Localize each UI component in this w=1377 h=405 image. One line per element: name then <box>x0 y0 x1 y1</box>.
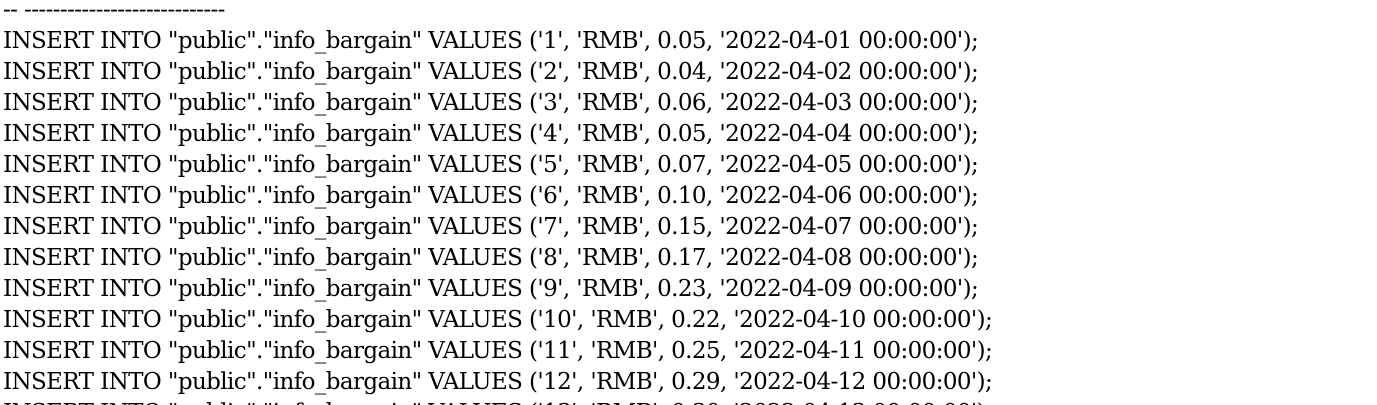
code-line: INSERT INTO "public"."info_bargain" VALU… <box>3 398 993 405</box>
code-line: INSERT INTO "public"."info_bargain" VALU… <box>3 338 993 364</box>
code-line: INSERT INTO "public"."info_bargain" VALU… <box>3 152 979 178</box>
code-line: INSERT INTO "public"."info_bargain" VALU… <box>3 245 979 271</box>
code-block: -- ---------------------------- INSERT IN… <box>3 0 993 405</box>
code-line: INSERT INTO "public"."info_bargain" VALU… <box>3 121 979 147</box>
code-line: INSERT INTO "public"."info_bargain" VALU… <box>3 28 979 54</box>
code-line: INSERT INTO "public"."info_bargain" VALU… <box>3 90 979 116</box>
code-line: INSERT INTO "public"."info_bargain" VALU… <box>3 214 979 240</box>
code-line: INSERT INTO "public"."info_bargain" VALU… <box>3 369 993 395</box>
code-line: INSERT INTO "public"."info_bargain" VALU… <box>3 183 979 209</box>
code-line: -- ---------------------------- <box>3 0 225 23</box>
code-line: INSERT INTO "public"."info_bargain" VALU… <box>3 276 979 302</box>
code-line: INSERT INTO "public"."info_bargain" VALU… <box>3 307 993 333</box>
code-line: INSERT INTO "public"."info_bargain" VALU… <box>3 59 979 85</box>
